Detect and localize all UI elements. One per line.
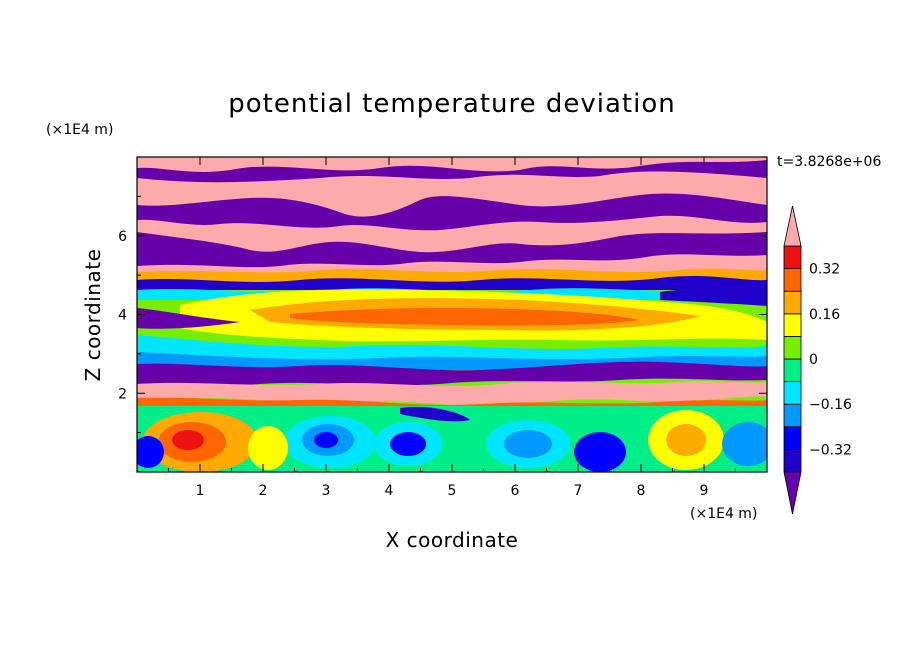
- field-region: [137, 335, 767, 362]
- x-tick-label: 1: [196, 483, 205, 499]
- colorbar-label: 0.16: [809, 307, 840, 323]
- colorbar-over-triangle: [783, 205, 802, 247]
- field-region: [137, 268, 767, 282]
- colorbar-swatch: [783, 290, 802, 315]
- field-region: [137, 397, 767, 406]
- field-region: [574, 432, 626, 472]
- colorbar-label: 0.32: [809, 262, 840, 278]
- field-region: [390, 432, 426, 456]
- colorbar-swatch: [783, 335, 802, 360]
- field-region: [137, 361, 767, 386]
- colorbar-under-triangle: [783, 471, 802, 515]
- field-region: [137, 436, 164, 468]
- field-region: [137, 193, 767, 231]
- field-region: [137, 232, 767, 268]
- colorbar-swatch: [783, 403, 802, 428]
- y-tick-label: 4: [118, 308, 127, 324]
- x-axis-label: X coordinate: [386, 528, 519, 552]
- colorbar: 0.32 0.16 0 −0.16 −0.32: [783, 205, 852, 515]
- field-region: [172, 430, 204, 450]
- field-region: [137, 160, 767, 183]
- field-region: [137, 308, 240, 329]
- colorbar-label: −0.32: [809, 442, 852, 458]
- colorbar-swatch: [783, 426, 802, 450]
- x-tick-label: 9: [700, 483, 709, 499]
- y-tick-label: 6: [118, 229, 127, 245]
- field-region: [504, 430, 552, 458]
- x-unit-label: (×1E4 m): [690, 506, 757, 522]
- field-region: [400, 406, 470, 422]
- x-tick-label: 7: [574, 483, 583, 499]
- x-tick-label: 5: [448, 483, 457, 499]
- x-tick-label: 6: [511, 483, 520, 499]
- field-region: [722, 422, 767, 466]
- colorbar-label: −0.16: [809, 397, 852, 413]
- colorbar-swatch: [783, 268, 802, 292]
- x-tick-label: 3: [322, 483, 331, 499]
- colorbar-swatch: [783, 245, 802, 270]
- field-region: [314, 432, 338, 448]
- y-axis-ticks: 2 4 6: [118, 195, 767, 434]
- y-tick-label: 2: [118, 386, 127, 402]
- colorbar-swatch: [783, 358, 802, 383]
- field-region: [137, 381, 767, 406]
- colorbar-swatch: [783, 448, 802, 473]
- y-unit-label: (×1E4 m): [46, 122, 113, 138]
- y-axis-label: Z coordinate: [81, 249, 105, 382]
- field-region: [290, 307, 640, 326]
- field-region: [248, 426, 288, 470]
- field-region: [137, 276, 767, 290]
- field-region: [660, 288, 767, 306]
- chart-title: potential temperature deviation: [228, 89, 675, 119]
- contour-field: [137, 157, 767, 472]
- colorbar-swatch: [783, 313, 802, 337]
- x-tick-label: 4: [385, 483, 394, 499]
- x-tick-label: 2: [259, 483, 268, 499]
- colorbar-swatch: [783, 381, 802, 405]
- field-region: [666, 424, 706, 456]
- x-tick-label: 8: [637, 483, 646, 499]
- x-axis-ticks: 1 2 3 4 5 6 7 8 9: [168, 157, 736, 499]
- colorbar-label: 0: [809, 352, 818, 368]
- time-label: t=3.8268e+06: [777, 154, 881, 170]
